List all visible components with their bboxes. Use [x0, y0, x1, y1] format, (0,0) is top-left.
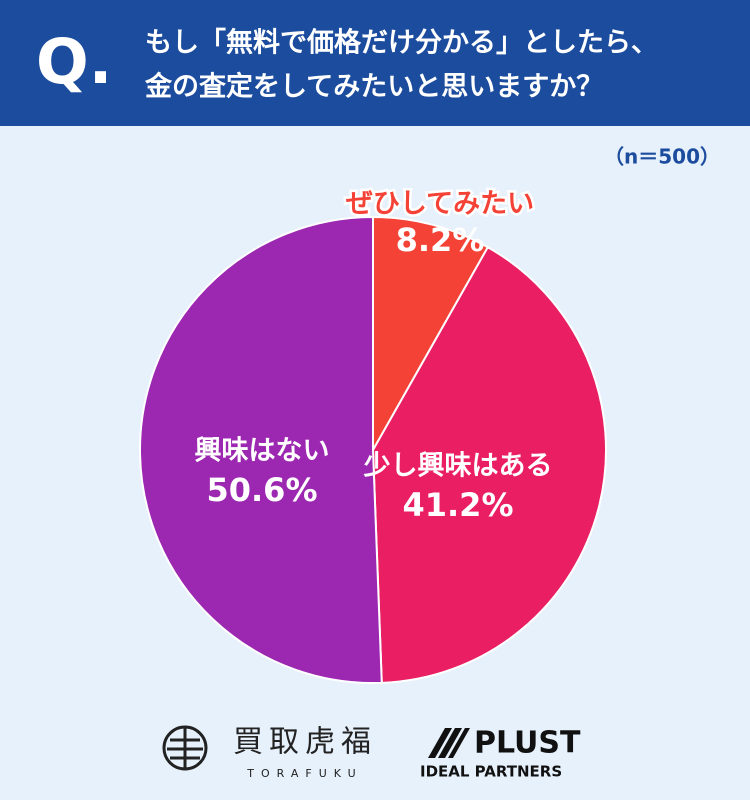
- plust-logo: PLUST IDEAL PARTNERS: [420, 726, 581, 781]
- pie-slice: [372, 215, 490, 454]
- slice-label: ぜひしてみたい: [346, 189, 534, 220]
- plust-sub: IDEAL PARTNERS: [420, 763, 562, 781]
- plust-name: PLUST: [474, 726, 581, 761]
- title-line: もし「無料で価格だけ分かる」としたら、: [145, 27, 658, 59]
- pie-slice: [138, 215, 383, 684]
- slice-label: 少し興味はある: [364, 451, 553, 482]
- q-mark: Q.: [36, 25, 112, 98]
- title-line: 金の査定をしてみたいと思いますか？: [144, 71, 603, 103]
- torafuku-logo: 買取虎福 TORAFUKU: [162, 725, 377, 780]
- slice-label: 興味はない: [195, 436, 330, 467]
- slice-value: 41.2%: [402, 486, 513, 524]
- slice-value: 50.6%: [206, 471, 317, 509]
- torafuku-sub: TORAFUKU: [246, 767, 362, 780]
- pie: [138, 215, 607, 684]
- header-band: [0, 0, 750, 126]
- torafuku-name: 買取虎福: [233, 725, 377, 760]
- pie-slice: [371, 245, 607, 684]
- slice-value: 8.2%: [396, 221, 485, 259]
- sample-size: （n＝500）: [604, 145, 720, 169]
